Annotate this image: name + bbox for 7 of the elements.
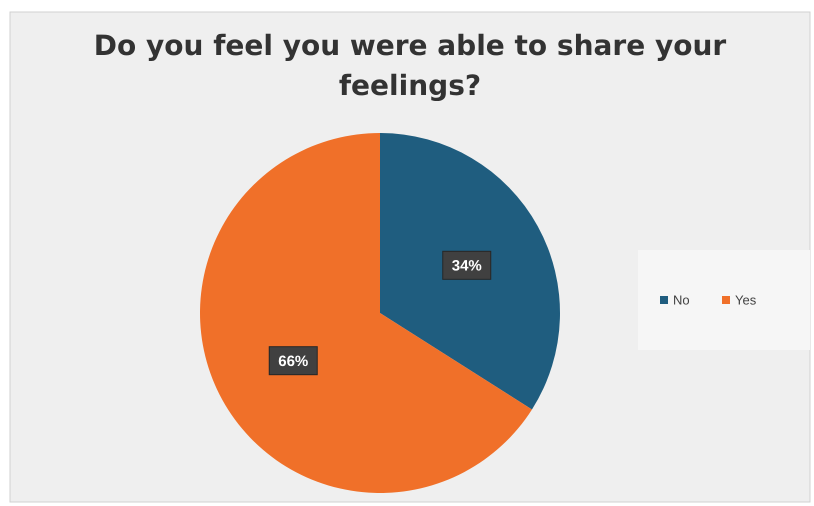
pie-slice — [200, 133, 532, 493]
pie-slice — [380, 133, 560, 410]
data-label: 66% — [278, 352, 308, 370]
legend-label: No — [673, 292, 690, 308]
data-label: 34% — [452, 258, 482, 275]
chart-title: Do you feel you were able to share your feelings? — [94, 29, 726, 102]
legend-label: Yes — [735, 292, 757, 308]
